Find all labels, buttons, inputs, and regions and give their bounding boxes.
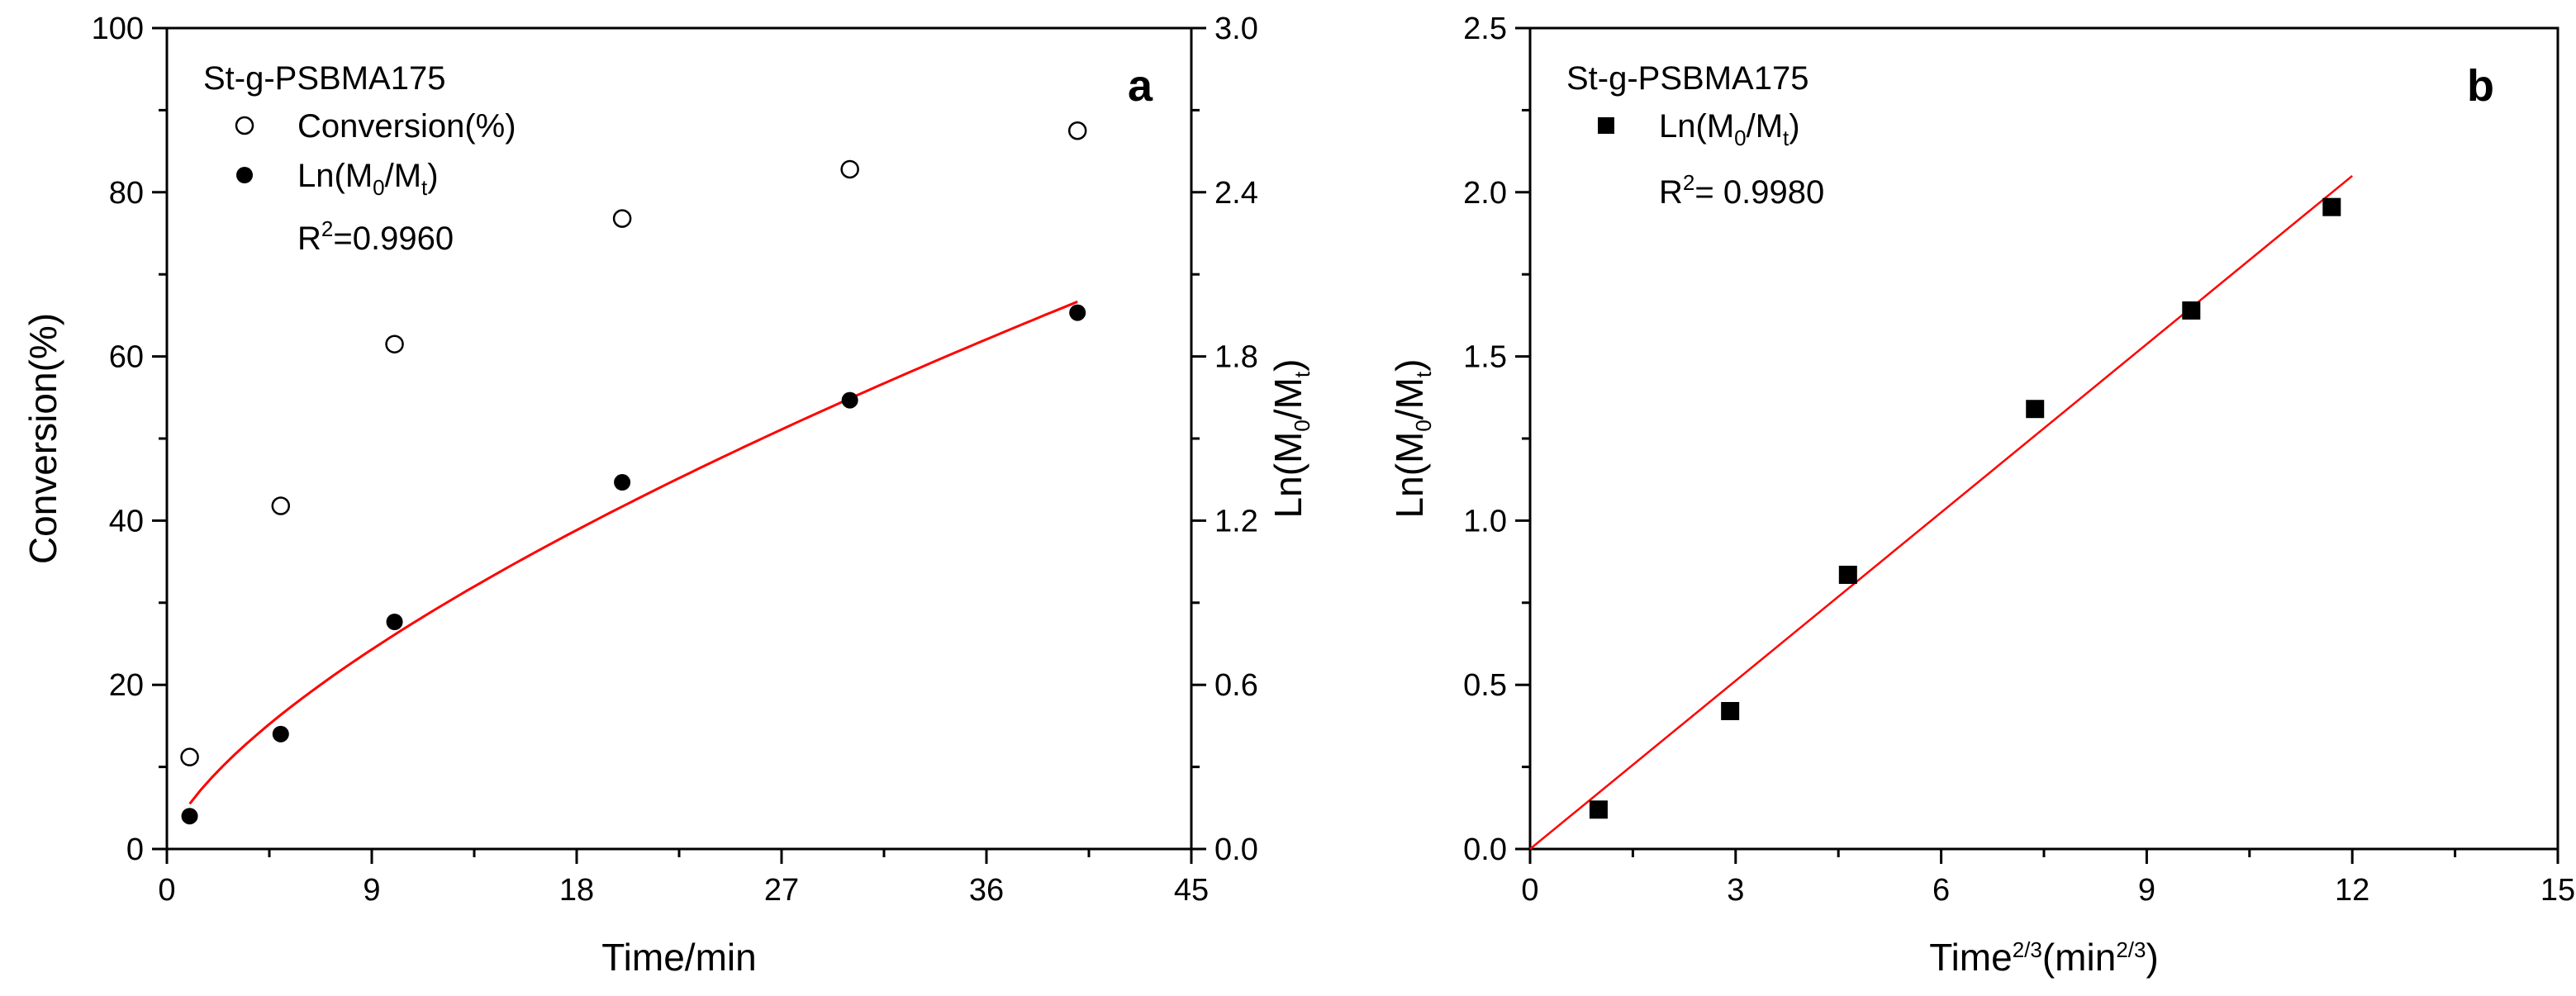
panel-b-ln-point — [1838, 566, 1857, 585]
panel-b-x-tick-label: 12 — [2335, 873, 2369, 908]
panel-a-left-y-tick-label: 20 — [109, 668, 144, 703]
panel-b-legend-filled-square-marker — [1598, 117, 1614, 134]
panel-a-ln-point — [386, 613, 403, 630]
panel-a-right-y-tick-label: 3.0 — [1214, 12, 1258, 46]
panel-a-fit-curve — [188, 300, 1078, 805]
panel-a-right-y-tick-label: 0.0 — [1214, 832, 1258, 867]
panel-a-ln-point — [841, 391, 858, 409]
panel-a-left-y-tick-label: 40 — [109, 504, 144, 538]
panel-b-x-axis-title: Time2/3(min2/3) — [1929, 936, 2159, 979]
panel-b-ln-point — [2182, 301, 2201, 320]
panel-b-legend-ln-label: Ln(M0/Mt) — [1659, 108, 1800, 150]
panel-a-right-y-tick-label: 1.8 — [1214, 340, 1258, 375]
panel-a-left-y-axis-title: Conversion(%) — [21, 313, 64, 564]
panel-a-ticks: 0 9 18 27 36 45 0 20 40 60 80 100 0.0 0.6 1.2 1.8 2.4 3.0 — [92, 12, 1258, 908]
panel-b-ln-point — [2026, 400, 2045, 419]
panel-a-x-tick-label: 36 — [969, 873, 1004, 908]
panel-a-x-axis-title: Time/min — [601, 936, 756, 979]
panel-b-ln-point — [2322, 197, 2341, 216]
panel-b-points-layer — [1589, 197, 2341, 819]
panel-a-x-tick-label: 9 — [363, 873, 380, 908]
panel-b-y-tick-label: 2.5 — [1463, 12, 1507, 46]
panel-b-y-tick-label: 0.5 — [1463, 668, 1507, 703]
panel-a-legend-conversion-label: Conversion(%) — [297, 108, 516, 145]
panel-b-x-tick-label: 9 — [2138, 873, 2155, 908]
panel-a-ln-point — [1069, 304, 1086, 321]
panel-a-legend-open-circle-marker — [235, 116, 254, 135]
panel-a-x-tick-label: 27 — [764, 873, 799, 908]
panel-a-left-y-tick-label: 100 — [92, 12, 144, 46]
panel-b-y-tick-label: 1.0 — [1463, 504, 1507, 538]
panel-a-right-y-axis-title: Ln(M0/Mt) — [1267, 359, 1314, 519]
panel-a-x-tick-label: 45 — [1174, 873, 1209, 908]
panel-b-y-tick-label: 0.0 — [1463, 832, 1507, 867]
panel-a-conversion-point — [385, 334, 404, 353]
panel-a-r2-annotation: R2=0.9960 — [297, 216, 454, 257]
panel-a-left-y-tick-label: 80 — [109, 176, 144, 211]
panel-a-legend-ln-label: Ln(M0/Mt) — [297, 158, 439, 200]
panel-a-left-y-tick-label: 0 — [126, 832, 144, 867]
panel-b-legend-title: St-g-PSBMA175 — [1566, 60, 1808, 97]
panel-a-fit-layer — [188, 300, 1078, 805]
panel-b: 0 3 6 9 12 15 0.0 0.5 1.0 1.5 2.0 2.5 b Time2/3(min… — [1388, 12, 2575, 979]
panel-b-legend: St-g-PSBMA175 Ln(M0/Mt) R2= 0.9980 — [1566, 60, 1824, 211]
panel-a-conversion-point — [612, 209, 632, 228]
panel-a-x-tick-label: 0 — [158, 873, 175, 908]
panel-a-ln-point — [614, 474, 631, 491]
panel-a-ln-point — [272, 725, 289, 742]
panel-a-left-y-tick-label: 60 — [109, 340, 144, 375]
panel-b-fit-line — [1529, 174, 2353, 850]
panel-b-x-tick-label: 15 — [2540, 873, 2575, 908]
panel-a-conversion-point — [840, 159, 859, 179]
panel-b-y-tick-label: 1.5 — [1463, 340, 1507, 375]
panel-b-y-tick-label: 2.0 — [1463, 176, 1507, 211]
panel-b-ln-point — [1721, 702, 1740, 721]
panel-a-conversion-point — [180, 747, 199, 766]
panel-a-letter: a — [1128, 61, 1153, 111]
panel-a-points-layer — [180, 121, 1087, 825]
panel-b-fit-layer — [1529, 174, 2353, 850]
panel-a-right-y-tick-label: 1.2 — [1214, 504, 1258, 538]
panel-a: 0 9 18 27 36 45 0 20 40 60 80 100 0.0 0.6 1.2 1.8 2.4 3.0… — [21, 12, 1314, 979]
panel-a-conversion-point — [271, 496, 291, 515]
panel-a-legend: St-g-PSBMA175 Conversion(%) Ln(M0/Mt) R2… — [203, 60, 516, 257]
panel-b-x-tick-label: 0 — [1521, 873, 1538, 908]
panel-b-x-tick-label: 6 — [1932, 873, 1950, 908]
panel-a-ln-point — [181, 808, 198, 825]
panel-a-right-y-tick-label: 2.4 — [1214, 176, 1258, 211]
panel-b-x-tick-label: 3 — [1727, 873, 1744, 908]
panel-a-x-tick-label: 18 — [559, 873, 594, 908]
panel-a-right-y-tick-label: 0.6 — [1214, 668, 1258, 703]
panel-a-legend-title: St-g-PSBMA175 — [203, 60, 445, 97]
panel-b-ln-point — [1589, 800, 1608, 819]
panel-b-y-axis-title: Ln(M0/Mt) — [1388, 359, 1436, 519]
panel-a-conversion-point — [1067, 121, 1087, 140]
panel-b-ticks: 0 3 6 9 12 15 0.0 0.5 1.0 1.5 2.0 2.5 — [1463, 12, 2575, 908]
panel-a-legend-filled-circle-marker — [236, 167, 253, 183]
panel-b-letter: b — [2467, 61, 2494, 111]
